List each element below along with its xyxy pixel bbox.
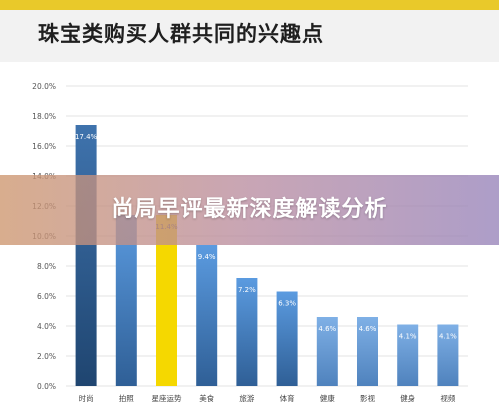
bar-9 (437, 324, 459, 386)
x-tick-label-0: 时尚 (79, 393, 94, 403)
x-tick-label-8: 健身 (400, 393, 415, 403)
x-tick-label-5: 体育 (280, 393, 295, 403)
bar-1 (115, 215, 137, 386)
y-tick-label: 8.0% (37, 262, 56, 271)
chart-title: 珠宝类购买人群共同的兴趣点 (38, 22, 324, 46)
data-label-4: 7.2% (238, 286, 256, 294)
data-label-8: 4.1% (399, 333, 417, 341)
x-tick-label-1: 拍照 (119, 393, 134, 403)
data-label-3: 9.4% (198, 253, 216, 261)
data-label-0: 17.4% (75, 133, 98, 141)
accent-bar (0, 0, 499, 10)
bar-2 (156, 215, 177, 386)
x-tick-label-7: 影视 (360, 393, 375, 403)
x-tick-label-9: 视频 (440, 393, 455, 403)
x-tick-label-6: 健康 (320, 393, 335, 403)
x-tick-label-4: 旅游 (239, 393, 254, 403)
y-tick-label: 4.0% (37, 322, 56, 331)
bar-0 (75, 125, 97, 386)
y-tick-label: 2.0% (37, 352, 56, 361)
y-tick-label: 16.0% (32, 142, 56, 151)
bar-7 (357, 317, 378, 386)
x-axis: 时尚 拍照 星座运势 美食 旅游 体育 健康 影视 健身 视频 (79, 393, 456, 403)
data-label-5: 6.3% (278, 300, 296, 308)
title-header: 珠宝类购买人群共同的兴趣点 (0, 0, 499, 62)
bar-8 (397, 324, 419, 386)
bar-6 (316, 317, 338, 386)
bars (75, 125, 459, 386)
overlay-banner: 尚局早评最新深度解读分析 (0, 175, 499, 245)
x-tick-label-3: 美食 (199, 393, 214, 403)
x-tick-label-2: 星座运势 (152, 393, 182, 403)
y-tick-label: 6.0% (37, 292, 56, 301)
y-tick-label: 0.0% (37, 382, 56, 391)
banner-text: 尚局早评最新深度解读分析 (111, 197, 388, 222)
bar-4 (236, 278, 258, 386)
data-label-7: 4.6% (359, 325, 377, 333)
bar-3 (196, 245, 218, 386)
y-tick-label: 18.0% (32, 112, 56, 121)
data-label-9: 4.1% (439, 333, 457, 341)
data-label-6: 4.6% (318, 325, 336, 333)
y-tick-label: 20.0% (32, 82, 56, 91)
bar-5 (276, 291, 298, 386)
